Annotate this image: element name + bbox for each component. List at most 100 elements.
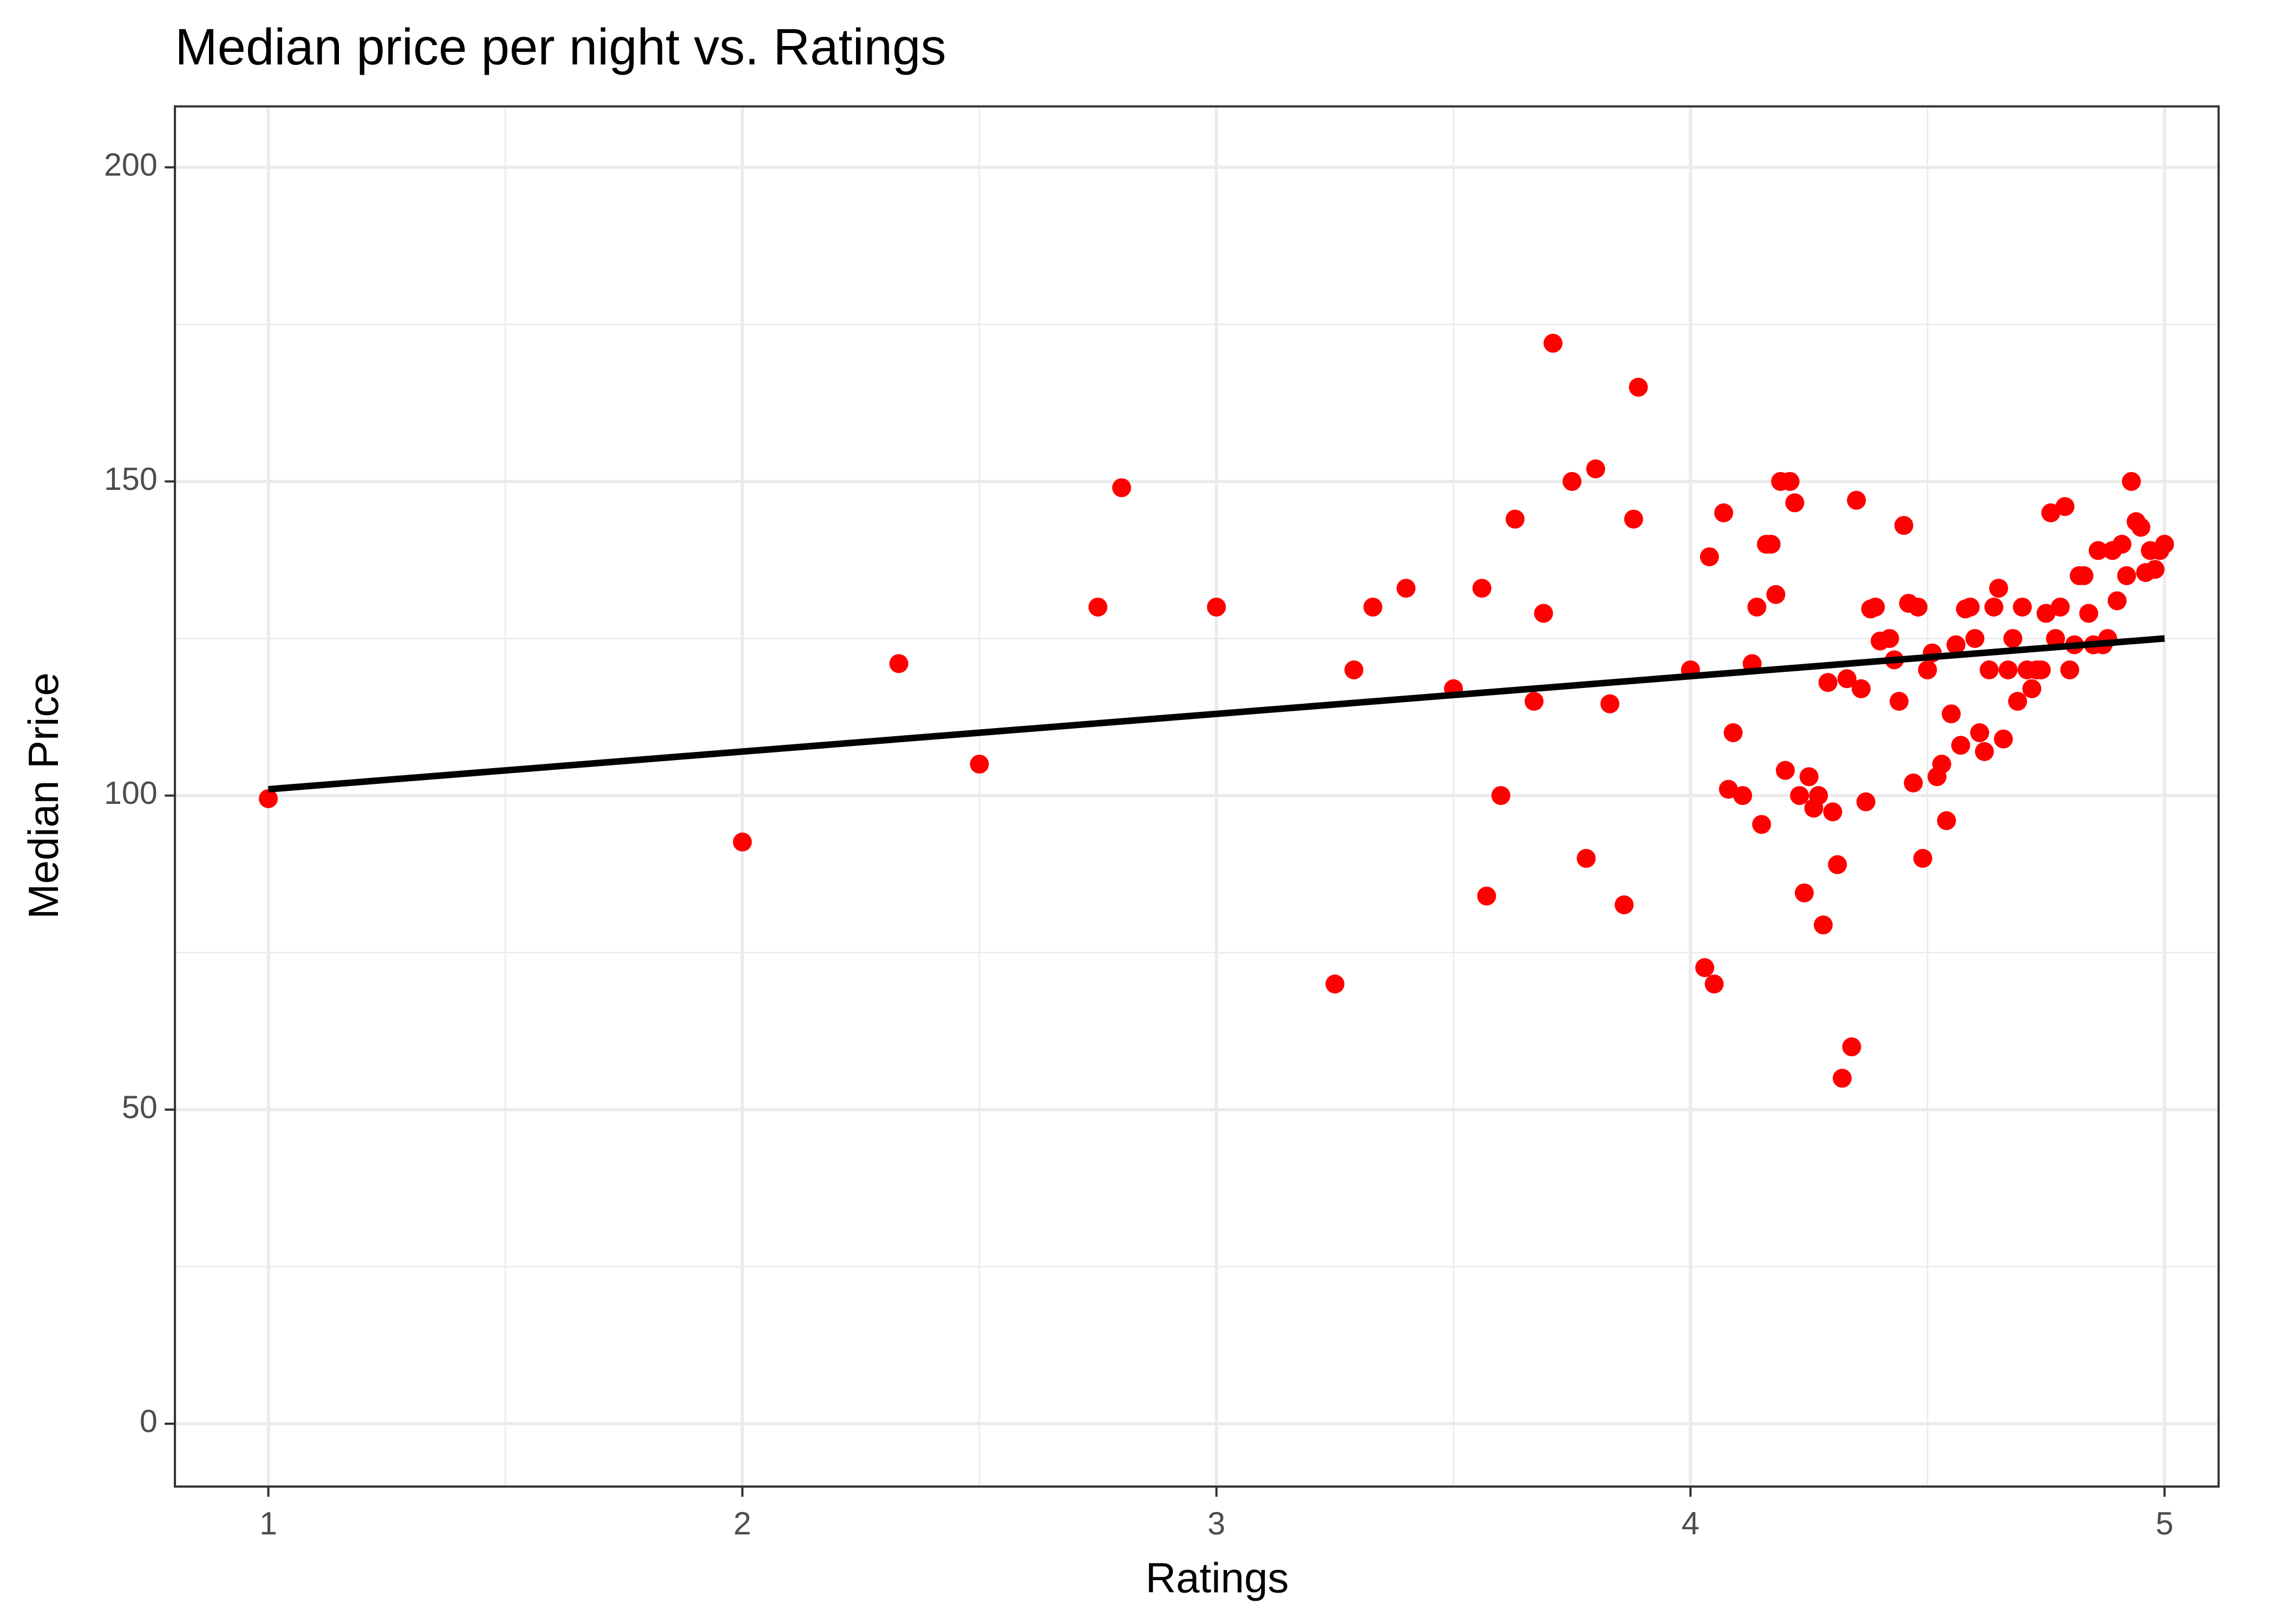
point: [1491, 786, 1511, 806]
point: [1946, 635, 1966, 654]
point: [1700, 547, 1719, 567]
point: [1904, 773, 1923, 793]
point: [1785, 493, 1805, 513]
point: [1747, 597, 1767, 617]
point: [1918, 660, 1937, 679]
point: [2036, 604, 2056, 623]
point: [1961, 597, 1980, 617]
point: [1832, 1069, 1852, 1088]
point: [1866, 597, 1885, 617]
point: [1790, 786, 1809, 806]
point: [2041, 503, 2061, 522]
point: [1813, 915, 1833, 935]
point: [1472, 579, 1492, 598]
point: [1766, 585, 1786, 604]
point: [1363, 597, 1383, 617]
point: [1577, 849, 1596, 868]
point: [2008, 692, 2027, 711]
point: [2022, 679, 2042, 698]
point: [1112, 478, 1132, 497]
point: [1761, 534, 1781, 554]
point: [733, 832, 752, 852]
point: [2012, 597, 2032, 617]
point: [2074, 566, 2094, 585]
point: [2046, 628, 2065, 648]
y-axis-title: Median Price: [19, 672, 67, 919]
point: [1752, 815, 1772, 834]
point: [1325, 974, 1345, 994]
point: [1704, 974, 1724, 994]
point: [2079, 604, 2099, 623]
point: [1856, 792, 1876, 811]
panel-border: [174, 105, 2220, 1488]
point: [1932, 755, 1951, 774]
x-tick-label: 1: [259, 1505, 277, 1541]
point: [1733, 786, 1753, 806]
point: [1396, 579, 1416, 598]
point: [2122, 472, 2141, 491]
point: [1837, 669, 1857, 689]
point: [1975, 742, 1994, 761]
point: [2031, 660, 2051, 679]
y-tick-label: 200: [104, 147, 158, 183]
x-axis-title: Ratings: [1146, 1554, 1289, 1602]
point: [1586, 459, 1605, 479]
point: [1823, 802, 1842, 822]
trend-line: [268, 635, 2165, 793]
point: [1799, 767, 1819, 787]
point: [1534, 604, 1553, 623]
point: [2060, 660, 2080, 679]
point: [1723, 723, 1743, 743]
point: [1718, 780, 1738, 799]
point: [1562, 472, 1582, 491]
point: [1524, 692, 1544, 711]
point: [259, 789, 278, 808]
y-tick-label: 50: [122, 1089, 158, 1125]
point: [2131, 518, 2151, 537]
y-tick-label: 0: [140, 1403, 158, 1439]
point: [1794, 883, 1814, 902]
point: [1942, 704, 1961, 724]
point: [1890, 692, 1909, 711]
chart-title: Median price per night vs. Ratings: [175, 18, 946, 75]
point: [1207, 597, 1226, 617]
point: [1624, 509, 1643, 529]
point: [1477, 886, 1497, 906]
point: [2145, 560, 2165, 579]
point: [1775, 761, 1795, 780]
point: [1937, 811, 1956, 830]
point: [2117, 566, 2136, 585]
y-tick-label: 100: [104, 775, 158, 811]
point: [2003, 628, 2023, 648]
y-tick-label: 150: [104, 461, 158, 497]
x-tick-label: 3: [1207, 1505, 1225, 1541]
point: [1828, 855, 1847, 874]
point: [1818, 673, 1838, 692]
point: [1780, 472, 1800, 491]
point: [889, 654, 909, 673]
point: [1994, 729, 2013, 749]
point: [1615, 895, 1634, 915]
point: [1505, 509, 1525, 529]
point: [1951, 736, 1970, 755]
point: [2107, 591, 2127, 611]
x-tick-label: 4: [1682, 1505, 1700, 1541]
point: [970, 755, 989, 774]
point: [2155, 534, 2174, 554]
point: [1809, 786, 1828, 806]
point: [1842, 1037, 1861, 1057]
point: [1998, 660, 2018, 679]
point: [1979, 660, 1999, 679]
point: [1989, 579, 2008, 598]
point: [1880, 628, 1899, 648]
point: [2050, 597, 2070, 617]
point: [1965, 628, 1985, 648]
point: [2088, 541, 2108, 560]
x-tick-label: 2: [734, 1505, 752, 1541]
point: [1851, 679, 1871, 698]
point: [1543, 333, 1563, 353]
x-tick-label: 5: [2155, 1505, 2173, 1541]
point: [1970, 723, 1989, 743]
